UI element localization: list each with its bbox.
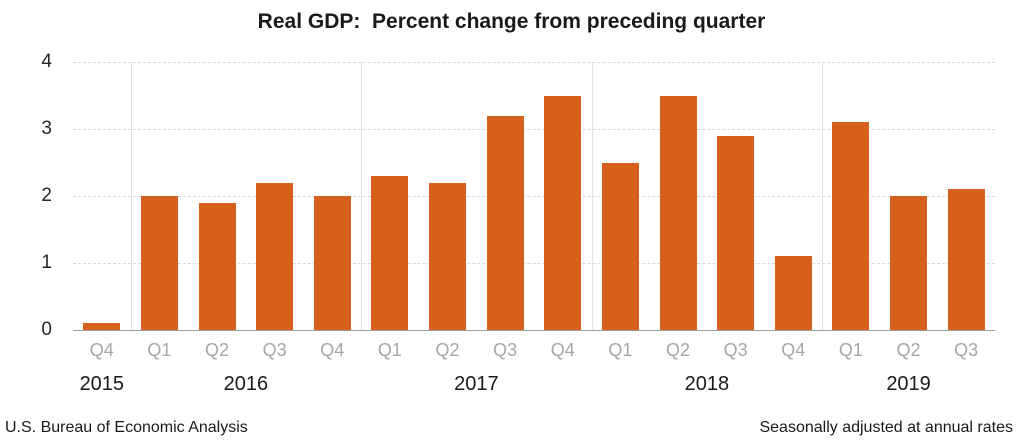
quarter-label-2019-Q1: Q1 [838,340,863,360]
year-label-2015: 2015 [79,373,125,395]
quarter-label-2017-Q4: Q4 [550,340,575,360]
quarter-label-2015-Q4: Q4 [89,340,114,360]
quarter-label-2016-Q2: Q2 [205,340,230,360]
quarter-label-2018-Q1: Q1 [608,340,633,360]
bar-2018-Q2 [659,95,697,330]
quarter-label-2017-Q1: Q1 [377,340,402,360]
y-tick-label-3: 3 [41,118,52,139]
bar-2016-Q4 [313,196,351,330]
y-tick-label-2: 2 [41,185,52,206]
quarter-label-2016-Q1: Q1 [147,340,172,360]
gridline-y-1 [73,263,995,264]
bar-2018-Q1 [601,162,639,330]
gridline-y-4 [73,62,995,63]
y-tick-label-0: 0 [41,319,52,340]
bar-2017-Q3 [486,115,524,330]
year-separator-2015 [130,62,132,330]
gridline-y-3 [73,129,995,130]
year-separator-2018 [822,62,824,330]
bar-2017-Q1 [371,175,409,330]
bar-2015-Q4 [83,323,121,330]
year-label-2016: 2016 [223,373,269,395]
year-separator-2017 [591,62,593,330]
year-separator-2016 [361,62,363,330]
bar-2017-Q4 [544,95,582,330]
year-label-2019: 2019 [886,373,931,395]
bar-2019-Q2 [890,196,928,330]
y-tick-label-4: 4 [41,51,52,72]
gridline-y-2 [73,196,995,197]
year-label-2017: 2017 [454,373,499,395]
quarter-label-2016-Q4: Q4 [320,340,345,360]
year-label-2018: 2018 [684,373,730,395]
x-axis-line [73,330,995,331]
quarter-label-2019-Q2: Q2 [896,340,921,360]
bar-2016-Q3 [256,182,294,330]
quarter-label-2018-Q3: Q3 [723,340,748,360]
quarter-label-2018-Q2: Q2 [666,340,691,360]
bar-2016-Q1 [140,196,178,330]
quarter-label-2017-Q3: Q3 [493,340,518,360]
adjustment-note: Seasonally adjusted at annual rates [759,419,1013,436]
quarter-label-2016-Q3: Q3 [262,340,287,360]
y-tick-label-1: 1 [41,252,52,273]
bar-2016-Q2 [198,202,236,330]
quarter-label-2017-Q2: Q2 [435,340,460,360]
quarter-label-2018-Q4: Q4 [781,340,806,360]
bar-2019-Q3 [947,189,985,330]
bar-2017-Q2 [429,182,467,330]
chart-title: Real GDP: Percent change from preceding … [257,10,766,33]
bar-2018-Q3 [717,135,755,330]
bar-2018-Q4 [774,256,812,330]
quarter-label-2019-Q3: Q3 [954,340,979,360]
bar-2019-Q1 [832,122,870,330]
source-note: U.S. Bureau of Economic Analysis [5,419,248,436]
